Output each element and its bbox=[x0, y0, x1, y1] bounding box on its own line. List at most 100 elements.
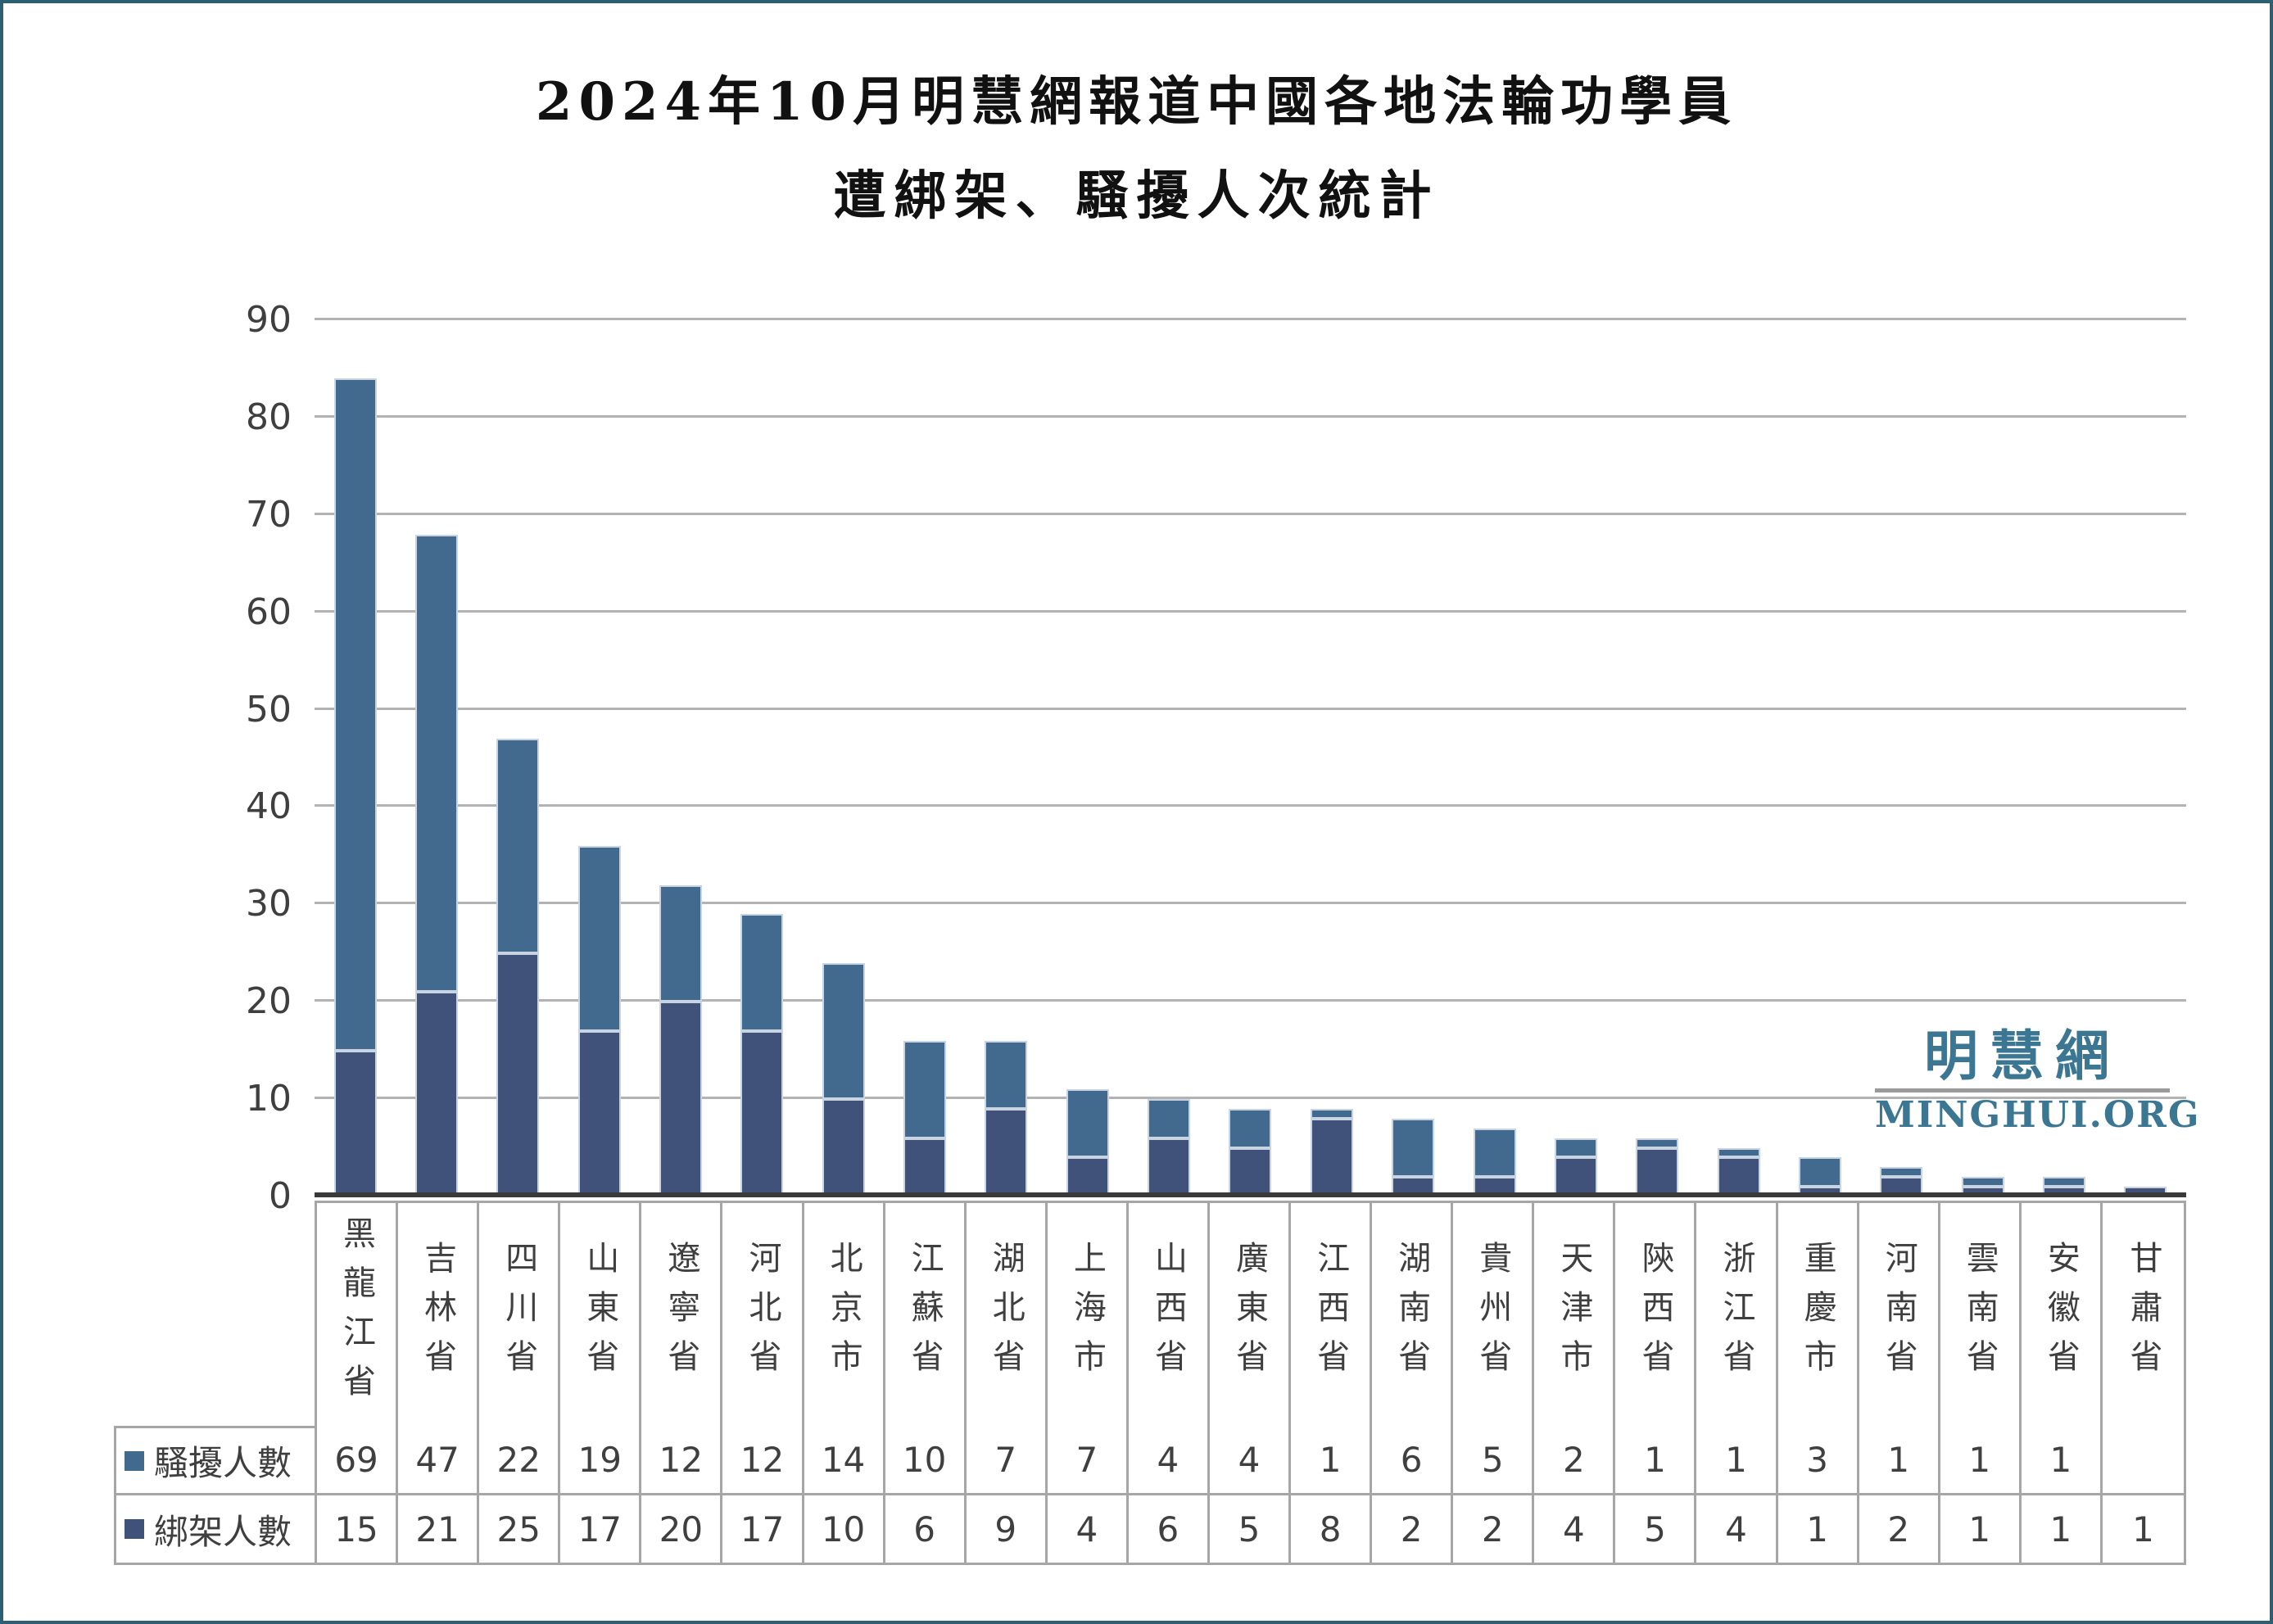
segment-harassed bbox=[1798, 1157, 1841, 1187]
value-cell: 21 bbox=[398, 1495, 480, 1563]
chart-title-line2: 遭綁架、騷擾人次統計 bbox=[833, 165, 1440, 227]
gridline-80 bbox=[315, 414, 2186, 418]
value-cell: 17 bbox=[560, 1495, 642, 1563]
value-cell: 14 bbox=[804, 1426, 885, 1493]
y-axis: 0 10 20 30 40 50 60 70 80 90 bbox=[3, 299, 292, 1217]
y-axis-tick-label: 60 bbox=[246, 590, 292, 633]
legend-swatch-icon bbox=[125, 1519, 144, 1539]
segment-kidnapped bbox=[1310, 1118, 1353, 1197]
value-cell: 2 bbox=[1534, 1426, 1616, 1493]
category-label: 江蘇省 bbox=[885, 1203, 967, 1426]
value-cell: 5 bbox=[1453, 1426, 1535, 1493]
category-label: 雲南省 bbox=[1940, 1203, 2022, 1426]
segment-harassed bbox=[1961, 1177, 2004, 1187]
category-label: 江西省 bbox=[1291, 1203, 1373, 1426]
table-row: 綁架人數 15 21 25 17 20 17 10 6 9 4 6 5 8 2 2 4 5 4 1 2 1 1 1 bbox=[116, 1495, 2184, 1563]
segment-kidnapped bbox=[985, 1109, 1028, 1197]
category-label: 安徽省 bbox=[2022, 1203, 2103, 1426]
category-label: 貴州省 bbox=[1453, 1203, 1535, 1426]
segment-harassed bbox=[333, 378, 377, 1051]
legend-series-name: 綁架人數 bbox=[154, 1511, 292, 1552]
value-cell: 6 bbox=[885, 1495, 967, 1563]
category-label: 北京市 bbox=[804, 1203, 885, 1426]
category-label: 河北省 bbox=[722, 1203, 804, 1426]
segment-kidnapped bbox=[496, 952, 540, 1197]
bar-山西省 bbox=[1128, 320, 1209, 1197]
bar-江西省 bbox=[1291, 320, 1372, 1197]
segment-kidnapped bbox=[1148, 1138, 1191, 1197]
bar-四川省 bbox=[478, 320, 559, 1197]
legend-swatch-icon bbox=[125, 1450, 144, 1471]
category-label: 湖南省 bbox=[1372, 1203, 1454, 1426]
value-cell: 1 bbox=[2022, 1495, 2103, 1563]
value-cell: 5 bbox=[1615, 1495, 1697, 1563]
minghui-logo-url: MINGHUI.ORG bbox=[1875, 1094, 2201, 1136]
category-label: 山西省 bbox=[1129, 1203, 1210, 1426]
bar-天津市 bbox=[1535, 320, 1616, 1197]
category-label: 湖北省 bbox=[967, 1203, 1048, 1426]
y-axis-tick-label: 40 bbox=[246, 785, 292, 828]
segment-kidnapped bbox=[659, 1002, 703, 1197]
value-cell: 3 bbox=[1778, 1426, 1859, 1493]
minghui-logo: 明慧網 MINGHUI.ORG bbox=[1875, 1024, 2201, 1137]
value-cell: 10 bbox=[885, 1426, 967, 1493]
segment-kidnapped bbox=[903, 1138, 947, 1197]
segment-harassed bbox=[1636, 1138, 1679, 1148]
segment-harassed bbox=[1554, 1138, 1597, 1158]
segment-harassed bbox=[1066, 1089, 1109, 1158]
value-cell: 47 bbox=[398, 1426, 480, 1493]
gridline-40 bbox=[315, 804, 2186, 807]
gridline-70 bbox=[315, 512, 2186, 515]
legend-label-cell: 騷擾人數 bbox=[116, 1426, 317, 1493]
value-cell: 1 bbox=[1696, 1426, 1778, 1493]
value-cell: 7 bbox=[967, 1426, 1048, 1493]
value-cell: 1 bbox=[1940, 1495, 2022, 1563]
segment-harassed bbox=[1473, 1128, 1516, 1178]
category-label: 甘肅省 bbox=[2124, 1241, 2162, 1388]
gridline-10 bbox=[315, 1097, 2186, 1100]
value-cell: 1 bbox=[2132, 1509, 2154, 1549]
minghui-logo-cjk: 明慧網 bbox=[1924, 1024, 2121, 1088]
segment-kidnapped bbox=[577, 1030, 621, 1197]
bar-江蘇省 bbox=[884, 320, 965, 1197]
category-label: 浙江省 bbox=[1696, 1203, 1778, 1426]
bar-吉林省 bbox=[396, 320, 477, 1197]
segment-harassed bbox=[415, 534, 459, 993]
segment-harassed bbox=[1148, 1099, 1191, 1138]
y-axis-tick-label: 70 bbox=[246, 493, 292, 536]
segment-harassed bbox=[1229, 1109, 1272, 1148]
value-cell: 1 bbox=[2022, 1426, 2103, 1493]
value-cell: 10 bbox=[804, 1495, 885, 1563]
bar-山東省 bbox=[559, 320, 640, 1197]
segment-kidnapped bbox=[1229, 1147, 1272, 1197]
segment-kidnapped bbox=[1636, 1147, 1679, 1197]
y-axis-tick-label: 30 bbox=[246, 883, 292, 925]
value-cell: 9 bbox=[967, 1495, 1048, 1563]
bar-遼寧省 bbox=[640, 320, 721, 1197]
category-label: 陝西省 bbox=[1615, 1203, 1697, 1426]
value-cell: 15 bbox=[317, 1495, 399, 1563]
chart-title-line1: 2024年10月明慧網報道中國各地法輪功學員 bbox=[535, 71, 1738, 133]
bar-河北省 bbox=[722, 320, 803, 1197]
chart-title: 2024年10月明慧網報道中國各地法輪功學員 遭綁架、騷擾人次統計 bbox=[3, 54, 2270, 242]
value-cell: 4 bbox=[1129, 1426, 1210, 1493]
segment-harassed bbox=[2042, 1177, 2085, 1187]
y-axis-tick-label: 80 bbox=[246, 396, 292, 438]
value-cell: 1 bbox=[1859, 1426, 1940, 1493]
value-cell: 20 bbox=[641, 1495, 723, 1563]
bar-廣東省 bbox=[1210, 320, 1291, 1197]
value-cell: 12 bbox=[641, 1426, 723, 1493]
category-label: 廣東省 bbox=[1210, 1203, 1292, 1426]
value-cell: 4 bbox=[1696, 1495, 1778, 1563]
value-cell: 1 bbox=[1291, 1426, 1373, 1493]
value-cell: 4 bbox=[1048, 1495, 1129, 1563]
bar-陝西省 bbox=[1617, 320, 1698, 1197]
segment-harassed bbox=[1310, 1109, 1353, 1119]
category-label: 山東省 bbox=[560, 1203, 642, 1426]
legend-table: 騷擾人數 69 47 22 19 12 12 14 10 7 7 4 4 1 6 5 2 1 1 3 1 1 1 綁架人數 15… bbox=[114, 1426, 2186, 1565]
value-cell: 4 bbox=[1210, 1426, 1292, 1493]
value-cell: 7 bbox=[1048, 1426, 1129, 1493]
category-header-row: 黑龍江省 吉林省 四川省 山東省 遼寧省 河北省 北京市 江蘇省 湖北省 上海市 山西省 廣東省 江西省… bbox=[315, 1201, 2186, 1428]
legend-series-name: 騷擾人數 bbox=[154, 1443, 292, 1483]
